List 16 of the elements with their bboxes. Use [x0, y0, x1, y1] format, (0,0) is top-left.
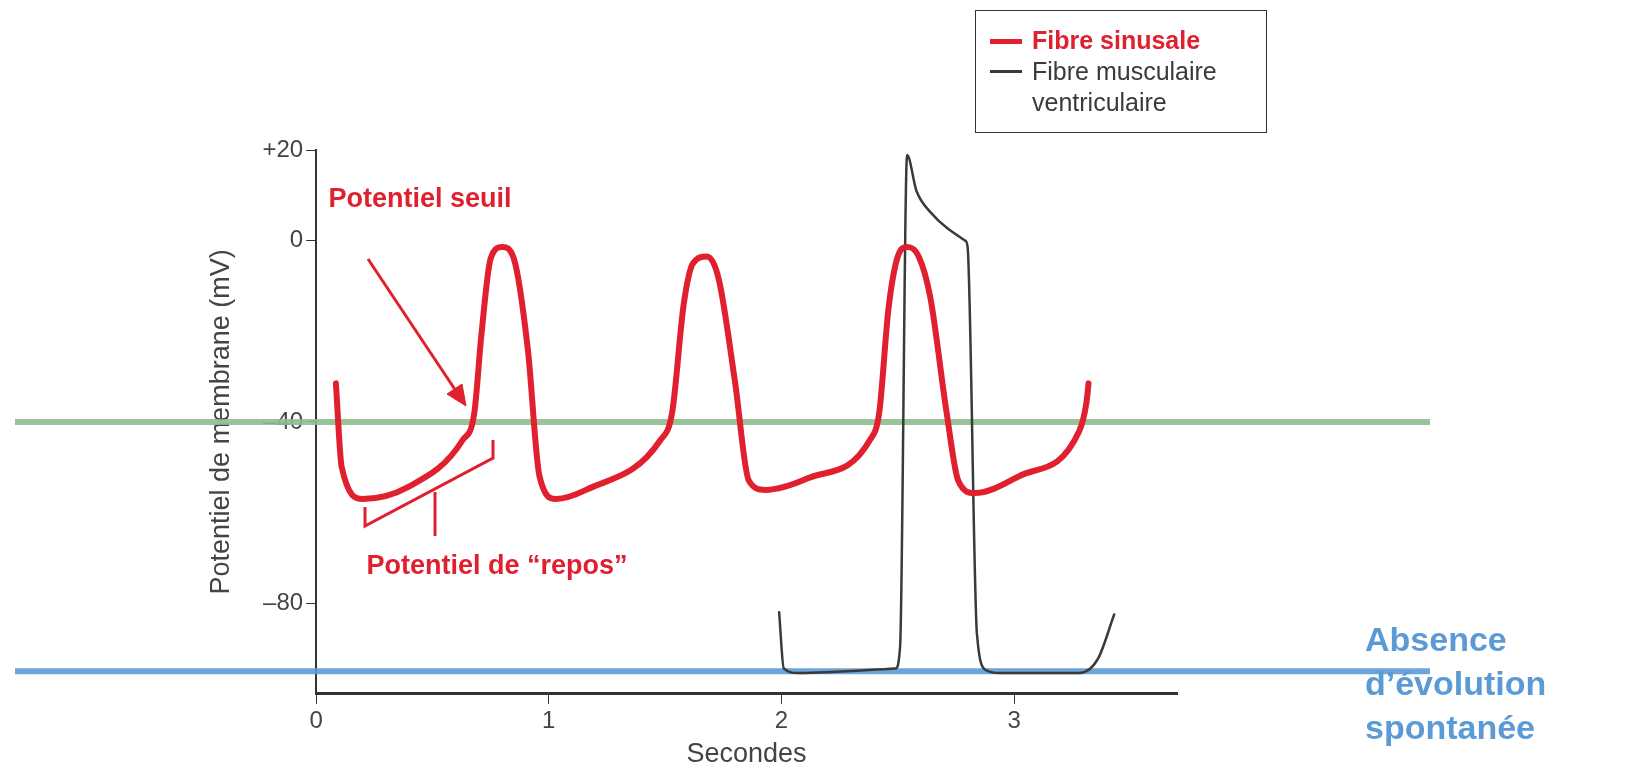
- y-tick-label: +20: [262, 134, 304, 162]
- legend-label: Fibre sinusale: [1032, 25, 1201, 56]
- y-tick-label: –40: [263, 406, 304, 434]
- x-tick-label: 2: [774, 705, 789, 733]
- y-tick-label: –80: [263, 587, 304, 615]
- annotation: Potentiel de “repos”: [366, 549, 628, 581]
- legend-label: Fibre musculaire ventriculaire: [1032, 56, 1218, 118]
- y-tick-label: 0: [289, 225, 304, 253]
- x-axis-title: Secondes: [686, 738, 807, 769]
- ref-line-label: Absence d’évolution spontanée: [1365, 619, 1547, 746]
- line-series: [777, 153, 1116, 675]
- x-tick-label: 1: [542, 705, 556, 733]
- annotation: Potentiel seuil: [328, 182, 512, 214]
- x-tick-label: 3: [1007, 705, 1021, 733]
- x-tick-label: 0: [309, 705, 323, 733]
- y-axis-title: Potentiel de membrane (mV): [204, 249, 235, 595]
